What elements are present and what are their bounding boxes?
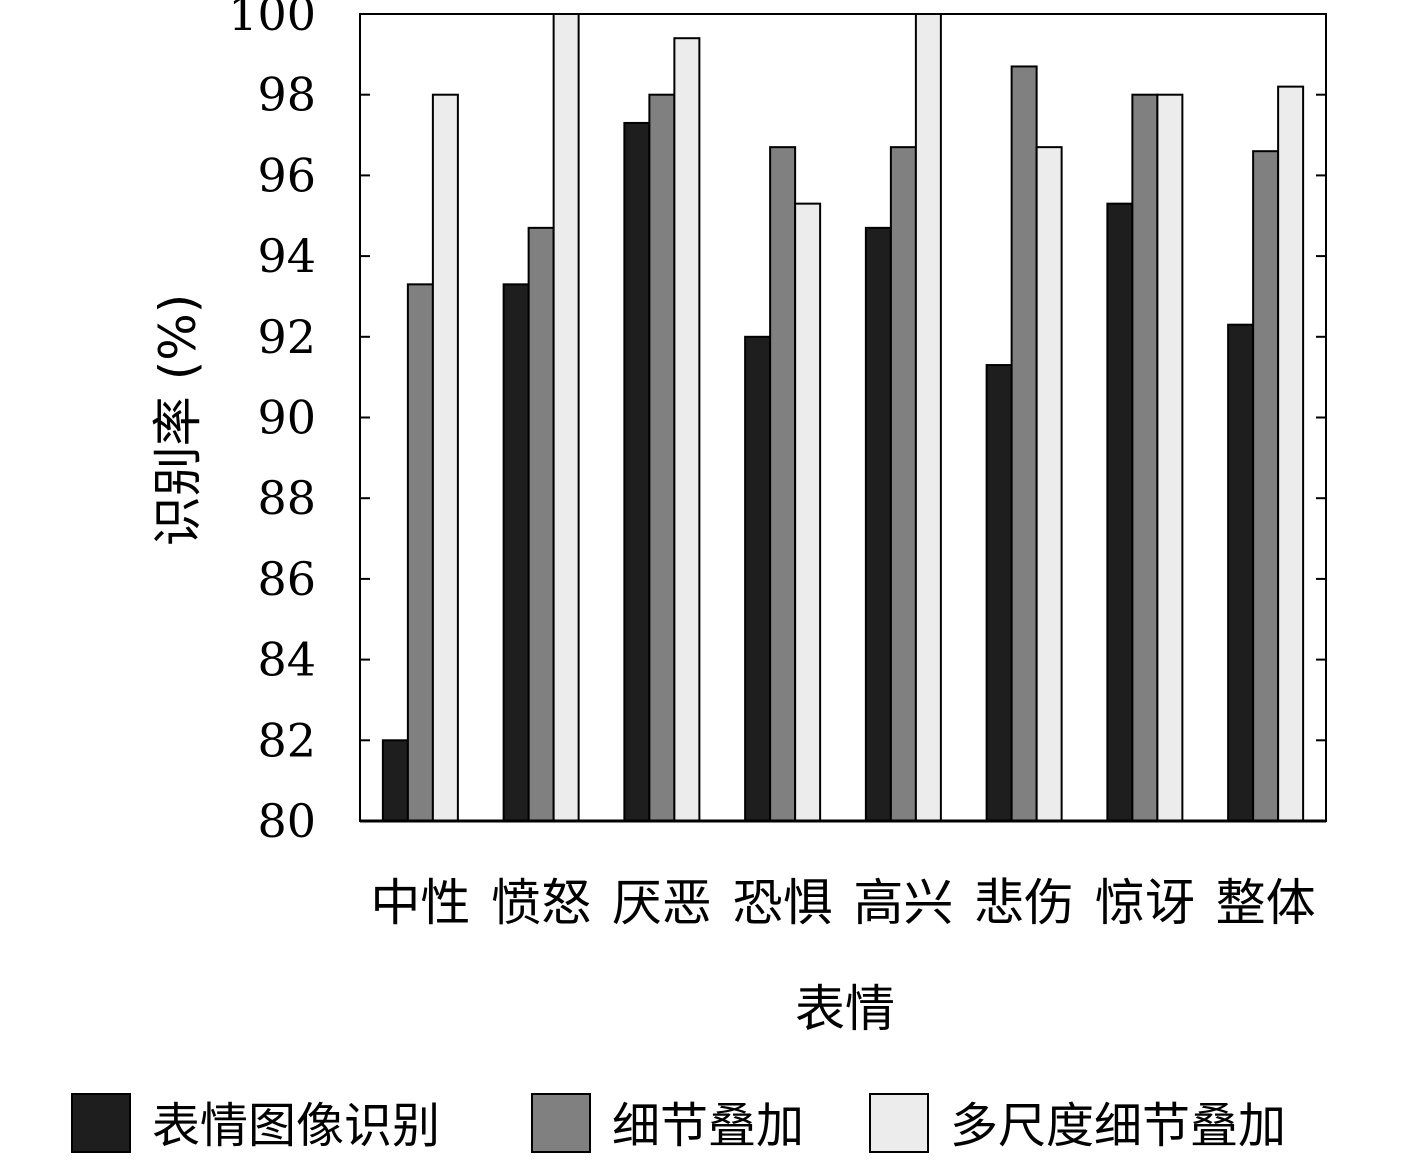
bar-3-1 <box>431 93 459 822</box>
x-category-label: 中性 <box>370 874 470 932</box>
y-tick-label: 88 <box>257 471 316 525</box>
bar-1-2 <box>502 283 530 823</box>
legend-swatch-3 <box>869 1093 929 1153</box>
x-category-label: 愤怒 <box>491 874 591 932</box>
bar-1-1 <box>381 739 409 822</box>
bar-2-7 <box>1131 93 1159 822</box>
x-category-label: 厌恶 <box>612 874 712 932</box>
x-category-label: 高兴 <box>853 874 953 932</box>
y-tick-label: 94 <box>257 229 316 283</box>
legend-label-2: 细节叠加 <box>612 1098 804 1154</box>
bar-3-8 <box>1277 85 1305 822</box>
legend-label-1: 表情图像识别 <box>152 1098 440 1154</box>
y-axis-ticks: 80 82 84 86 88 90 92 94 96 98 100 <box>228 0 1326 848</box>
bar-3-7 <box>1156 93 1184 822</box>
bar-2-4 <box>769 146 797 822</box>
bars <box>381 13 1305 823</box>
bar-3-2 <box>552 13 580 822</box>
x-category-label: 恐惧 <box>733 874 833 932</box>
legend: 表情图像识别 细节叠加 多尺度细节叠加 <box>71 1093 1286 1154</box>
bar-3-4 <box>794 202 822 822</box>
bar-3-6 <box>1035 146 1063 822</box>
bar-2-1 <box>406 283 434 823</box>
x-axis-categories: 中性 愤怒 厌恶 恐惧 高兴 悲伤 惊讶 整体 <box>370 874 1315 932</box>
legend-swatch-1 <box>71 1093 131 1153</box>
bar-1-4 <box>744 335 772 822</box>
x-category-label: 悲伤 <box>974 874 1074 932</box>
bar-3-5 <box>914 13 942 822</box>
bar-2-8 <box>1252 150 1280 822</box>
y-tick-label: 100 <box>228 0 316 41</box>
y-tick-label: 80 <box>257 794 316 848</box>
bar-1-7 <box>1106 202 1134 822</box>
x-category-label: 整体 <box>1216 874 1316 932</box>
y-tick-label: 92 <box>257 310 316 364</box>
y-tick-label: 84 <box>257 633 316 687</box>
bar-2-5 <box>889 146 917 822</box>
bar-1-3 <box>623 121 651 822</box>
x-axis-title: 表情 <box>795 980 895 1038</box>
x-category-label: 惊讶 <box>1095 874 1195 932</box>
y-tick-label: 90 <box>257 391 316 445</box>
legend-swatch-2 <box>531 1093 591 1153</box>
bar-1-8 <box>1227 323 1255 822</box>
y-tick-label: 98 <box>257 68 316 122</box>
bar-2-3 <box>648 93 676 822</box>
bar-2-2 <box>527 226 555 823</box>
y-tick-label: 96 <box>257 148 316 202</box>
legend-label-3: 多尺度细节叠加 <box>950 1098 1286 1154</box>
y-tick-label: 82 <box>257 713 316 767</box>
bar-3-3 <box>673 37 701 822</box>
y-axis-title: 识别率 (%) <box>149 294 207 546</box>
y-tick-label: 86 <box>257 552 316 606</box>
bar-1-5 <box>864 226 892 823</box>
bar-2-6 <box>1010 65 1038 822</box>
bar-1-6 <box>985 364 1013 822</box>
